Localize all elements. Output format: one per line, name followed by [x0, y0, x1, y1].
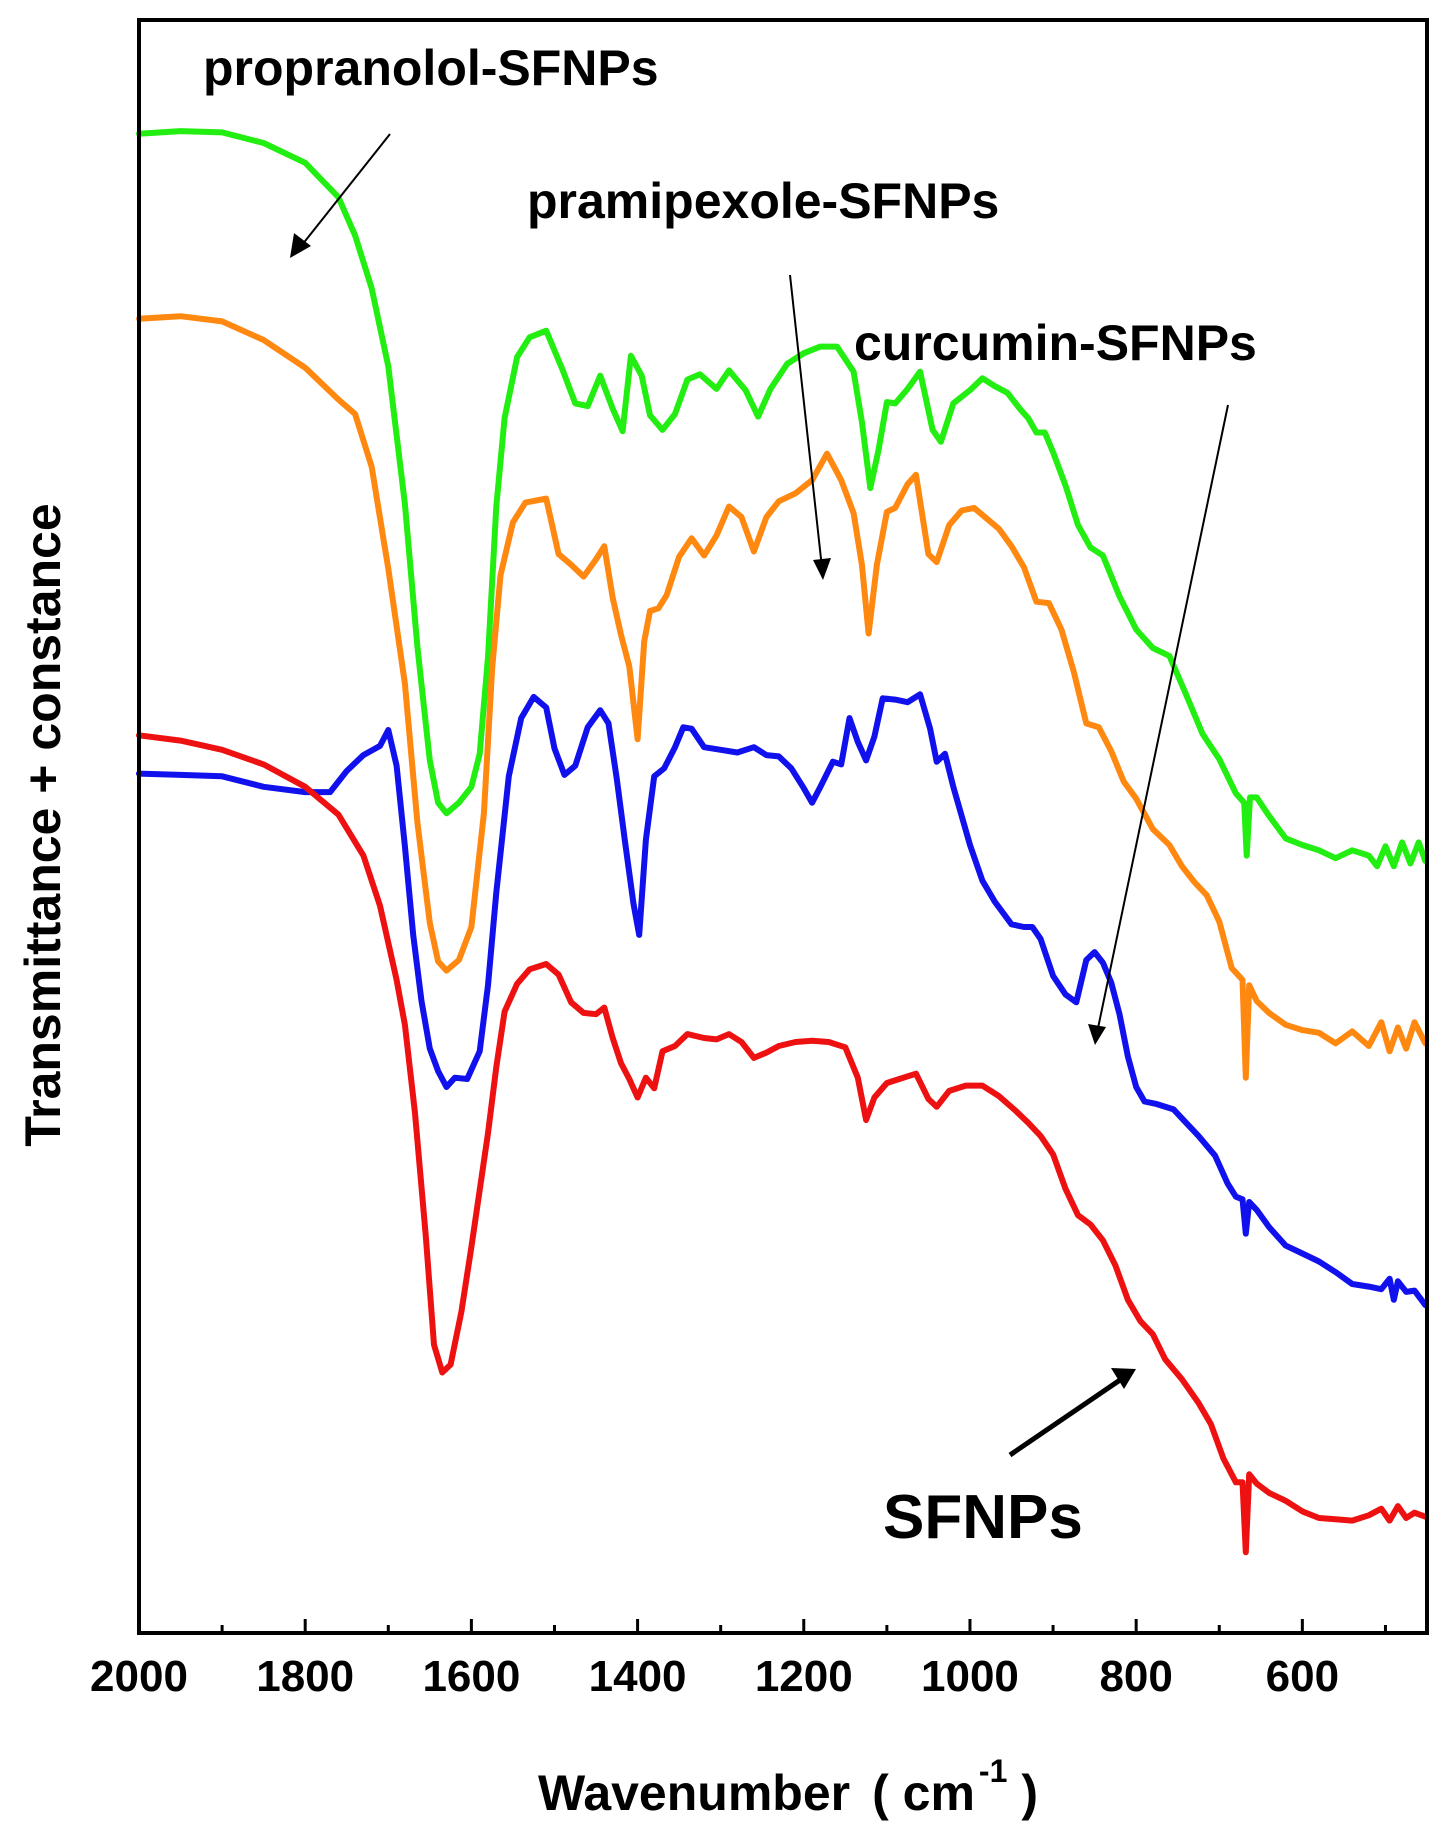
annotation-arrow-curcumin	[1096, 404, 1229, 1034]
series-layer	[136, 128, 1429, 1556]
annotation-arrow-propranolol	[297, 133, 391, 251]
annotation-arrowhead-curcumin	[1088, 1024, 1106, 1045]
x-axis-title-main: Wavenumber	[538, 1765, 850, 1821]
y-axis-title: Transmittance + constance	[15, 503, 71, 1146]
annotation-label-curcumin: curcumin-SFNPs	[854, 315, 1257, 371]
annotation-label-pramipexole: pramipexole-SFNPs	[527, 173, 999, 229]
x-tick-label-1000: 1000	[921, 1652, 1019, 1701]
x-tick-label-600: 600	[1266, 1652, 1339, 1701]
x-tick-label-800: 800	[1099, 1652, 1172, 1701]
x-axis-title: Wavenumber ( cm -1)	[538, 1753, 1038, 1821]
series-line-pramipexole-sfnps	[136, 313, 1429, 1081]
x-tick-label-2000: 2000	[90, 1652, 188, 1701]
x-tick-label-1400: 1400	[589, 1652, 687, 1701]
annotation-label-propranolol: propranolol-SFNPs	[203, 40, 659, 96]
x-axis-tick-labels: 2000 1800 1600 1400 1200 1000 800 600	[90, 1652, 1339, 1701]
annotation-arrow-sfnps	[1008, 1377, 1122, 1458]
series-line-curcumin-sfnps	[136, 691, 1429, 1309]
annotation-arrowhead-propranolol	[290, 233, 311, 258]
x-tick-label-1800: 1800	[256, 1652, 354, 1701]
x-axis-ticks	[137, 1619, 1387, 1633]
x-axis-unit-open: ( cm	[872, 1765, 975, 1821]
x-tick-label-1200: 1200	[755, 1652, 853, 1701]
x-axis-unit-sup: -1	[979, 1753, 1007, 1789]
x-axis-unit-close: )	[1021, 1765, 1038, 1821]
x-tick-label-1600: 1600	[422, 1652, 520, 1701]
annotation-label-sfnps: SFNPs	[883, 1483, 1083, 1552]
series-line-propranolol-sfnps	[136, 128, 1429, 870]
annotation-arrow-pramipexole	[789, 274, 823, 569]
annotation-arrowhead-pramipexole	[813, 558, 831, 580]
series-line-sfnps	[136, 732, 1429, 1556]
annotation-arrowhead-sfnps	[1111, 1368, 1136, 1389]
plot-frame	[137, 18, 1429, 1635]
